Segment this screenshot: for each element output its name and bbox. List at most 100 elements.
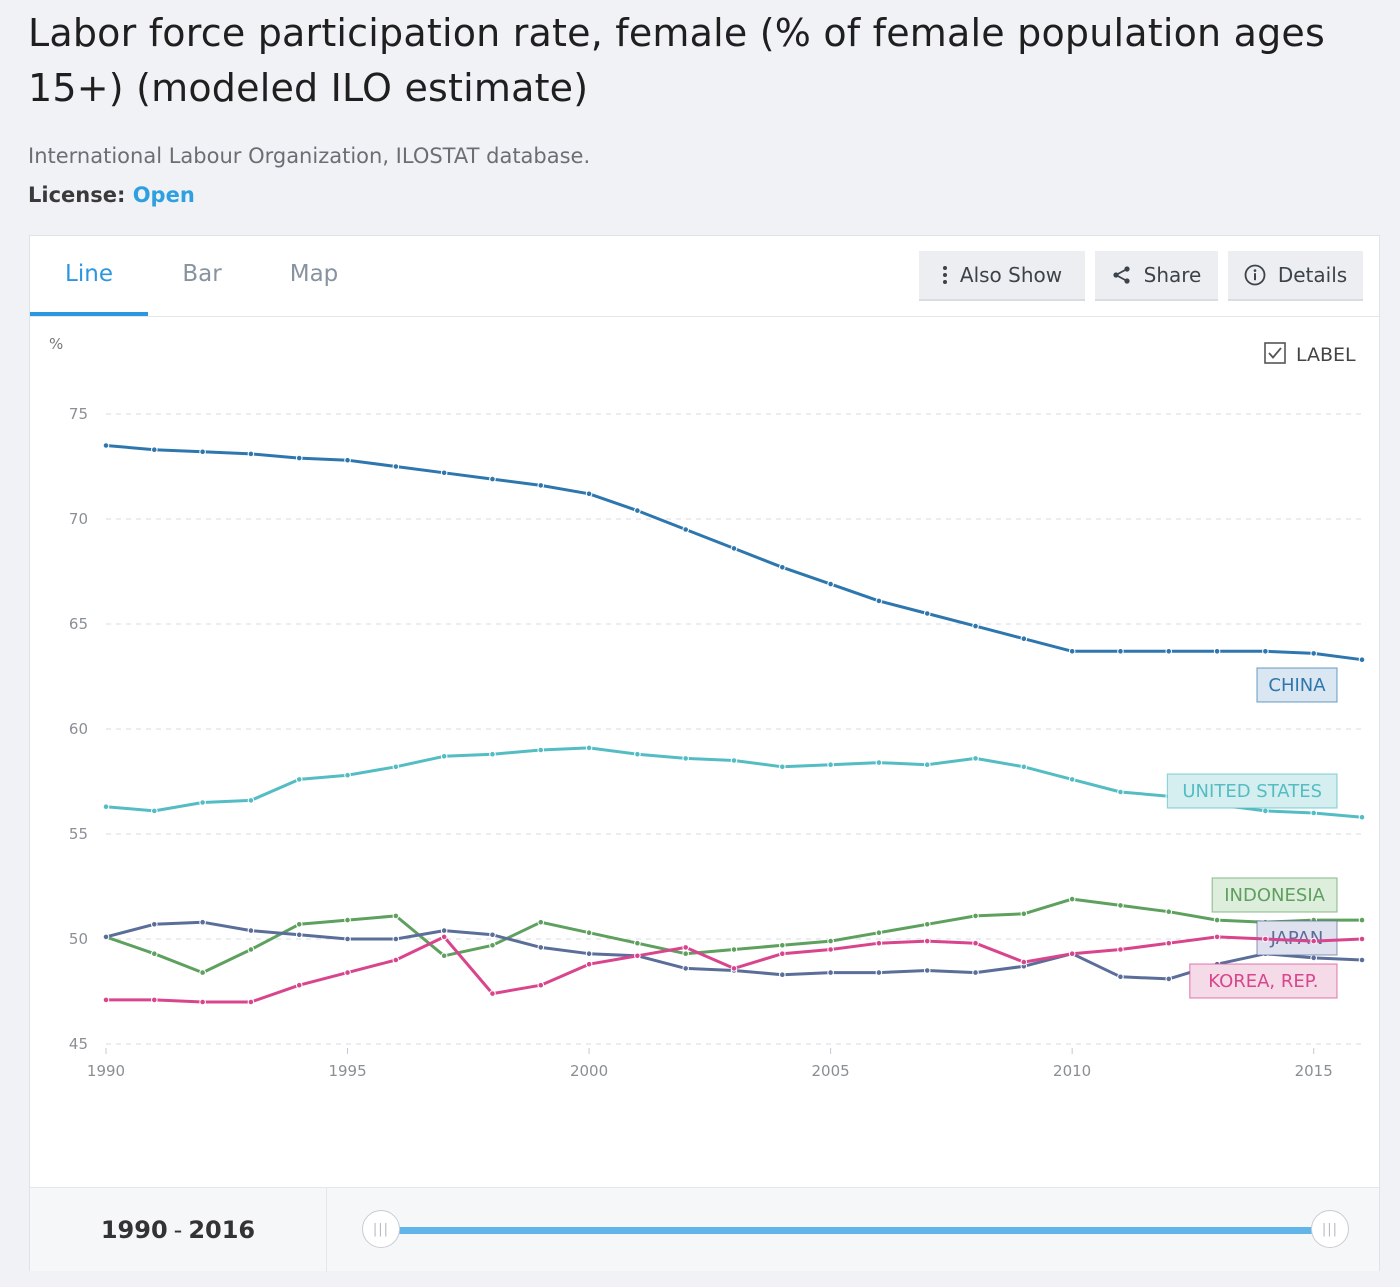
data-point (199, 448, 206, 456)
data-point (1117, 946, 1124, 953)
data-point (537, 981, 545, 989)
data-point (585, 490, 593, 498)
data-point (827, 937, 834, 945)
data-point (827, 761, 834, 769)
x-tick-label: 1995 (328, 1062, 366, 1080)
data-point (344, 935, 351, 943)
data-point (247, 450, 255, 458)
data-point (1068, 648, 1076, 655)
tab-map[interactable]: Map (289, 261, 339, 287)
data-point (1165, 939, 1173, 947)
data-point (1358, 916, 1366, 924)
data-point (247, 946, 255, 953)
data-point (1358, 656, 1366, 664)
data-point (923, 761, 931, 769)
data-point (392, 956, 400, 964)
data-point (392, 463, 400, 470)
info-icon (1244, 264, 1266, 286)
also-show-label: Also Show (959, 263, 1063, 287)
license-label: License: (28, 183, 126, 207)
data-point (1020, 763, 1028, 771)
data-point (199, 799, 206, 806)
data-point (151, 996, 158, 1004)
range-slider-track[interactable] (382, 1227, 1330, 1234)
y-tick-label: 70 (69, 510, 88, 528)
data-point (102, 933, 110, 941)
data-point (1358, 935, 1366, 943)
data-point (972, 622, 979, 630)
data-point (1068, 895, 1076, 903)
data-point (730, 545, 738, 552)
data-point (295, 981, 303, 989)
data-point (779, 971, 786, 979)
data-point (972, 969, 979, 976)
data-point (585, 929, 593, 937)
data-point (779, 763, 786, 771)
data-point (779, 564, 786, 571)
series-label-box (1166, 773, 1338, 809)
page-title: Labor force participation rate, female (… (28, 11, 1325, 110)
tab-bar[interactable]: Bar (182, 261, 222, 287)
data-point (392, 935, 400, 943)
y-axis-unit: % (49, 335, 63, 353)
data-point (151, 921, 158, 928)
data-point (344, 771, 351, 779)
license-link[interactable]: Open (132, 183, 195, 207)
data-point (489, 750, 496, 758)
y-tick-label: 65 (69, 615, 88, 633)
data-point (1020, 910, 1028, 918)
data-point (1213, 933, 1221, 941)
data-point (199, 918, 206, 926)
data-point (344, 456, 351, 464)
data-point (1165, 908, 1173, 916)
x-tick-label: 2010 (1053, 1062, 1091, 1080)
series-china: CHINA (102, 442, 1366, 703)
data-point (247, 927, 255, 934)
range-slider-start-handle[interactable]: ||| (362, 1210, 400, 1248)
data-point (247, 797, 255, 804)
data-point (682, 755, 689, 762)
data-point (489, 942, 496, 949)
data-point (1117, 973, 1124, 981)
data-point (875, 929, 883, 937)
label-toggle-text: LABEL (1296, 344, 1356, 366)
series-label-korea-rep: KOREA, REP. (1208, 971, 1318, 992)
data-point (489, 990, 496, 997)
data-point (779, 950, 786, 958)
data-point (682, 950, 689, 958)
share-button[interactable]: Share (1095, 251, 1218, 301)
data-point (199, 998, 206, 1006)
data-point (875, 969, 883, 976)
data-point (1165, 975, 1173, 983)
data-point (537, 746, 545, 754)
data-point (102, 996, 110, 1004)
data-point (1020, 958, 1028, 966)
data-point (779, 942, 786, 949)
data-point (923, 937, 931, 945)
details-button[interactable]: Details (1228, 251, 1363, 301)
also-show-button[interactable]: Also Show (919, 251, 1085, 301)
data-point (295, 776, 303, 783)
data-point (827, 580, 834, 588)
data-point (1358, 956, 1366, 964)
data-point (923, 921, 931, 928)
series-indonesia: INDONESIA (102, 877, 1366, 976)
data-point (440, 952, 448, 960)
y-tick-label: 60 (69, 720, 88, 738)
range-slider-end-handle[interactable]: ||| (1311, 1210, 1349, 1248)
data-point (1020, 635, 1028, 643)
data-point (440, 753, 448, 760)
data-point (1117, 788, 1124, 796)
data-point (1262, 935, 1269, 943)
data-point (392, 912, 400, 920)
x-tick-label: 1990 (87, 1062, 125, 1080)
y-tick-label: 75 (69, 405, 88, 423)
data-point (634, 507, 641, 514)
data-point (875, 759, 883, 766)
data-point (585, 950, 593, 958)
data-point (392, 763, 400, 771)
range-footer: 1990 - 2016 ||| ||| (30, 1187, 1379, 1272)
label-toggle[interactable]: LABEL (1264, 340, 1356, 370)
range-text: 1990 - 2016 (30, 1188, 327, 1272)
tab-line[interactable]: Line (30, 236, 148, 316)
